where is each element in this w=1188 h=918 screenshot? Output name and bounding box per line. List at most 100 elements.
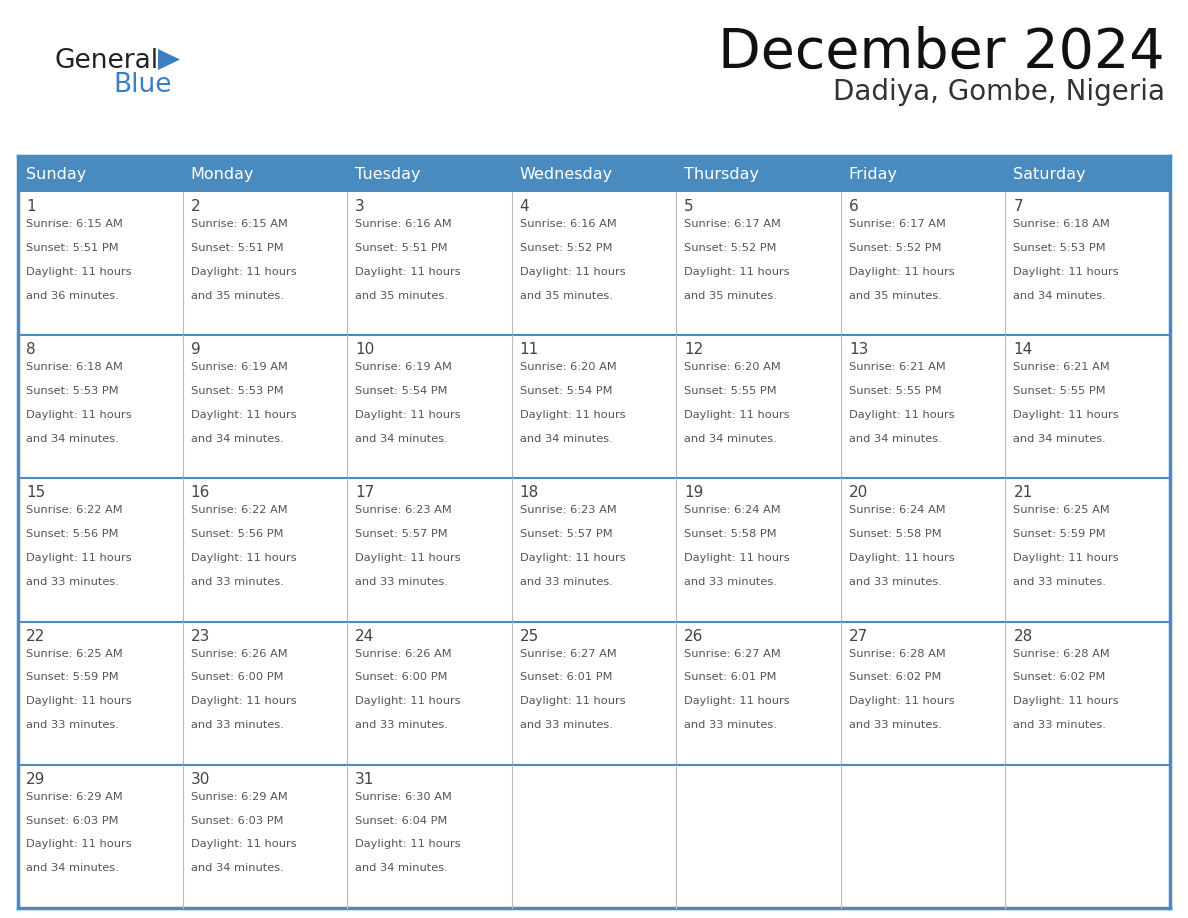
- Text: Daylight: 11 hours: Daylight: 11 hours: [190, 409, 296, 420]
- Text: Sunset: 5:53 PM: Sunset: 5:53 PM: [190, 386, 283, 396]
- Text: Daylight: 11 hours: Daylight: 11 hours: [684, 267, 790, 276]
- Text: Daylight: 11 hours: Daylight: 11 hours: [190, 839, 296, 849]
- Text: and 34 minutes.: and 34 minutes.: [1013, 433, 1106, 443]
- Text: and 33 minutes.: and 33 minutes.: [190, 720, 284, 730]
- Text: Daylight: 11 hours: Daylight: 11 hours: [355, 409, 461, 420]
- Text: and 33 minutes.: and 33 minutes.: [684, 577, 777, 587]
- Text: Daylight: 11 hours: Daylight: 11 hours: [190, 696, 296, 706]
- Text: 31: 31: [355, 772, 374, 787]
- Text: Sunrise: 6:24 AM: Sunrise: 6:24 AM: [849, 506, 946, 515]
- Text: 7: 7: [1013, 199, 1023, 214]
- Text: Sunset: 5:57 PM: Sunset: 5:57 PM: [519, 530, 612, 539]
- Text: Sunrise: 6:22 AM: Sunrise: 6:22 AM: [26, 506, 122, 515]
- Text: 27: 27: [849, 629, 868, 644]
- Text: and 33 minutes.: and 33 minutes.: [849, 720, 942, 730]
- Text: and 33 minutes.: and 33 minutes.: [519, 720, 613, 730]
- Text: Sunset: 5:52 PM: Sunset: 5:52 PM: [849, 243, 941, 252]
- Text: Daylight: 11 hours: Daylight: 11 hours: [355, 553, 461, 563]
- Text: 22: 22: [26, 629, 45, 644]
- Bar: [347, 156, 512, 192]
- Text: 12: 12: [684, 342, 703, 357]
- Text: and 35 minutes.: and 35 minutes.: [190, 290, 284, 300]
- Text: Sunset: 5:51 PM: Sunset: 5:51 PM: [355, 243, 448, 252]
- Text: 29: 29: [26, 772, 45, 787]
- Text: and 34 minutes.: and 34 minutes.: [849, 433, 942, 443]
- Text: Sunset: 5:59 PM: Sunset: 5:59 PM: [26, 673, 119, 682]
- Text: Sunrise: 6:21 AM: Sunrise: 6:21 AM: [1013, 363, 1110, 372]
- Text: Daylight: 11 hours: Daylight: 11 hours: [519, 553, 625, 563]
- Text: Daylight: 11 hours: Daylight: 11 hours: [190, 267, 296, 276]
- Text: Daylight: 11 hours: Daylight: 11 hours: [26, 267, 132, 276]
- Bar: [183, 156, 347, 192]
- Text: and 33 minutes.: and 33 minutes.: [355, 720, 448, 730]
- Text: Sunrise: 6:22 AM: Sunrise: 6:22 AM: [190, 506, 287, 515]
- Text: Daylight: 11 hours: Daylight: 11 hours: [355, 839, 461, 849]
- Text: 14: 14: [1013, 342, 1032, 357]
- Text: Daylight: 11 hours: Daylight: 11 hours: [684, 553, 790, 563]
- Text: Sunrise: 6:29 AM: Sunrise: 6:29 AM: [190, 792, 287, 801]
- Text: 2: 2: [190, 199, 201, 214]
- Text: Daylight: 11 hours: Daylight: 11 hours: [849, 553, 954, 563]
- Text: 17: 17: [355, 486, 374, 500]
- Text: Sunset: 6:03 PM: Sunset: 6:03 PM: [26, 815, 119, 825]
- Text: Sunrise: 6:28 AM: Sunrise: 6:28 AM: [1013, 649, 1110, 658]
- Text: 30: 30: [190, 772, 210, 787]
- Text: Sunrise: 6:20 AM: Sunrise: 6:20 AM: [519, 363, 617, 372]
- Text: Thursday: Thursday: [684, 166, 759, 182]
- Text: and 33 minutes.: and 33 minutes.: [519, 577, 613, 587]
- Text: 13: 13: [849, 342, 868, 357]
- Text: Sunset: 6:00 PM: Sunset: 6:00 PM: [190, 673, 283, 682]
- Text: and 33 minutes.: and 33 minutes.: [1013, 577, 1106, 587]
- Text: Sunday: Sunday: [26, 166, 87, 182]
- Text: 21: 21: [1013, 486, 1032, 500]
- Text: Daylight: 11 hours: Daylight: 11 hours: [190, 553, 296, 563]
- Text: 16: 16: [190, 486, 210, 500]
- Text: Sunset: 5:51 PM: Sunset: 5:51 PM: [190, 243, 283, 252]
- Text: and 34 minutes.: and 34 minutes.: [26, 433, 119, 443]
- Text: Tuesday: Tuesday: [355, 166, 421, 182]
- Text: and 33 minutes.: and 33 minutes.: [684, 720, 777, 730]
- Text: Sunset: 5:55 PM: Sunset: 5:55 PM: [849, 386, 941, 396]
- Text: and 34 minutes.: and 34 minutes.: [26, 863, 119, 873]
- Text: Sunset: 6:03 PM: Sunset: 6:03 PM: [190, 815, 283, 825]
- Text: Sunset: 6:02 PM: Sunset: 6:02 PM: [849, 673, 941, 682]
- Text: Sunrise: 6:24 AM: Sunrise: 6:24 AM: [684, 506, 781, 515]
- Text: Sunset: 5:55 PM: Sunset: 5:55 PM: [1013, 386, 1106, 396]
- Text: 15: 15: [26, 486, 45, 500]
- Text: Daylight: 11 hours: Daylight: 11 hours: [849, 267, 954, 276]
- Text: 4: 4: [519, 199, 530, 214]
- Text: Sunset: 5:52 PM: Sunset: 5:52 PM: [684, 243, 777, 252]
- Bar: [1005, 156, 1170, 192]
- Text: and 33 minutes.: and 33 minutes.: [26, 577, 119, 587]
- Text: and 33 minutes.: and 33 minutes.: [1013, 720, 1106, 730]
- Text: Sunrise: 6:16 AM: Sunrise: 6:16 AM: [355, 219, 451, 229]
- Text: Sunrise: 6:15 AM: Sunrise: 6:15 AM: [26, 219, 122, 229]
- Text: Daylight: 11 hours: Daylight: 11 hours: [355, 696, 461, 706]
- Text: 23: 23: [190, 629, 210, 644]
- Bar: [18, 156, 183, 192]
- Text: 26: 26: [684, 629, 703, 644]
- Text: Daylight: 11 hours: Daylight: 11 hours: [519, 409, 625, 420]
- Text: Daylight: 11 hours: Daylight: 11 hours: [26, 696, 132, 706]
- Text: 25: 25: [519, 629, 539, 644]
- Text: Sunset: 5:58 PM: Sunset: 5:58 PM: [684, 530, 777, 539]
- Text: 28: 28: [1013, 629, 1032, 644]
- Text: Sunset: 6:00 PM: Sunset: 6:00 PM: [355, 673, 448, 682]
- Text: Sunset: 5:55 PM: Sunset: 5:55 PM: [684, 386, 777, 396]
- Bar: [512, 156, 676, 192]
- Text: and 34 minutes.: and 34 minutes.: [1013, 290, 1106, 300]
- Text: Sunset: 6:04 PM: Sunset: 6:04 PM: [355, 815, 448, 825]
- Text: Sunrise: 6:25 AM: Sunrise: 6:25 AM: [1013, 506, 1110, 515]
- Bar: [841, 156, 1005, 192]
- Bar: [676, 156, 841, 192]
- Text: and 34 minutes.: and 34 minutes.: [190, 433, 283, 443]
- Text: Daylight: 11 hours: Daylight: 11 hours: [519, 696, 625, 706]
- Text: Daylight: 11 hours: Daylight: 11 hours: [849, 696, 954, 706]
- Text: and 34 minutes.: and 34 minutes.: [519, 433, 613, 443]
- Text: and 33 minutes.: and 33 minutes.: [355, 577, 448, 587]
- Text: Sunset: 5:53 PM: Sunset: 5:53 PM: [26, 386, 119, 396]
- Text: 20: 20: [849, 486, 868, 500]
- Text: Sunset: 5:58 PM: Sunset: 5:58 PM: [849, 530, 941, 539]
- Text: Sunrise: 6:27 AM: Sunrise: 6:27 AM: [684, 649, 781, 658]
- Text: and 34 minutes.: and 34 minutes.: [355, 863, 448, 873]
